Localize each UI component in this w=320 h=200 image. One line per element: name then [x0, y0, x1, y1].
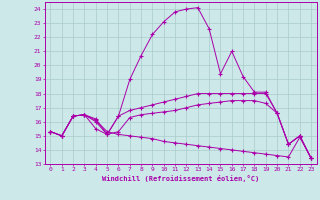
X-axis label: Windchill (Refroidissement éolien,°C): Windchill (Refroidissement éolien,°C): [102, 175, 260, 182]
